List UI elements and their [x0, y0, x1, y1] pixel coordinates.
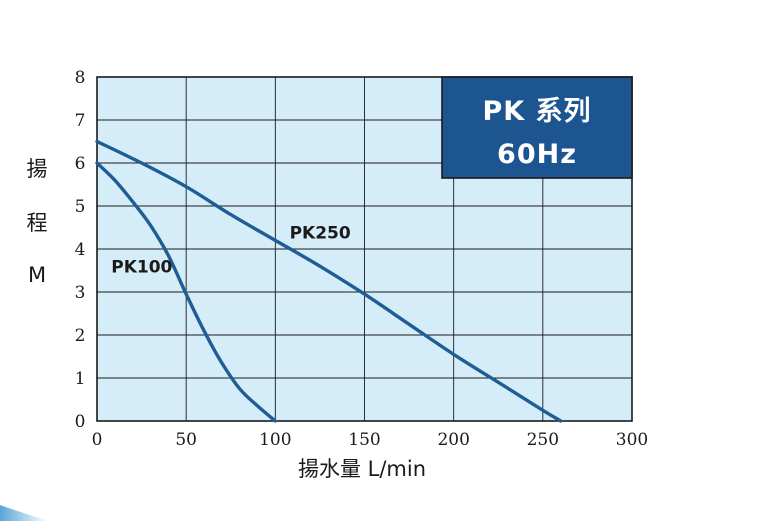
title-line-frequency: 60Hz	[497, 139, 577, 170]
x-tick-label-300: 300	[616, 430, 648, 450]
y-tick-label-1: 1	[75, 369, 86, 389]
x-tick-label-100: 100	[259, 430, 291, 450]
series-line-pk250	[95, 139, 563, 423]
x-tick-label-150: 150	[348, 430, 380, 450]
title-line-series: PK 系列	[482, 96, 591, 127]
y-axis-label-char-2: 程	[27, 211, 48, 235]
y-axis-label-char-3: M	[28, 263, 46, 287]
title-box-background	[441, 76, 633, 179]
series-label-pk250: PK250	[290, 223, 351, 243]
y-tick-label-6: 6	[75, 154, 86, 174]
x-axis-ticks: 0 50 100 150 200 250 300	[92, 430, 649, 450]
y-tick-label-4: 4	[75, 240, 86, 260]
y-axis-label-char-1: 揚	[27, 157, 48, 181]
y-axis-ticks: 0 1 2 3 4 5 6 7 8	[75, 68, 86, 432]
y-tick-label-8: 8	[75, 68, 86, 88]
y-tick-label-3: 3	[75, 283, 86, 303]
y-tick-label-2: 2	[75, 326, 86, 346]
series-line-pk100	[95, 161, 277, 423]
plot-border	[96, 76, 633, 422]
corner-swoosh-decoration	[0, 505, 48, 521]
x-tick-label-50: 50	[175, 430, 197, 450]
y-tick-label-7: 7	[75, 111, 86, 131]
x-tick-label-0: 0	[92, 430, 103, 450]
x-axis-label: 揚水量 L/min	[298, 457, 426, 481]
x-tick-label-250: 250	[527, 430, 559, 450]
series-label-pk100: PK100	[111, 258, 172, 278]
series-layer: PK100 PK250	[95, 139, 563, 423]
y-tick-label-5: 5	[75, 197, 86, 217]
y-tick-label-0: 0	[75, 412, 86, 432]
y-axis-label: 揚 程 M	[27, 157, 48, 287]
title-box: PK 系列 60Hz	[441, 76, 633, 179]
x-tick-label-200: 200	[437, 430, 469, 450]
